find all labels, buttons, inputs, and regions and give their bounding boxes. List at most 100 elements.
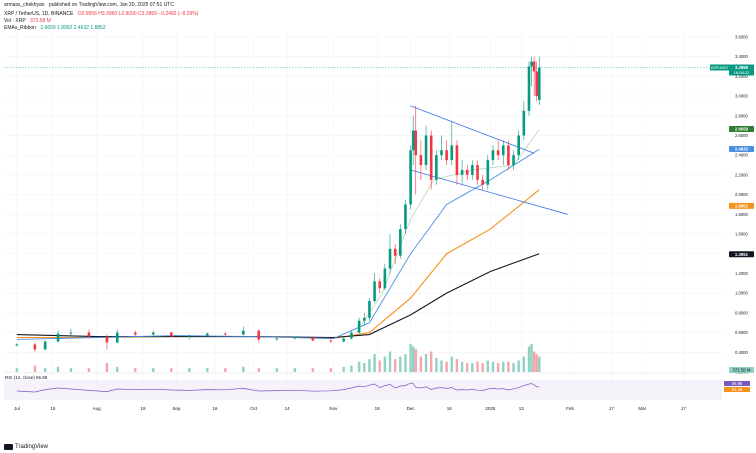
current-price-tag (729, 64, 754, 76)
volume-bar (206, 368, 209, 372)
volume-bar (466, 363, 469, 372)
volume-bar (152, 368, 155, 372)
candle-body (115, 332, 119, 343)
candle-body (43, 341, 47, 350)
publish-header: armass_chekhyan published on TradingView… (4, 2, 174, 9)
volume-legend[interactable]: Vol · XRP 372.58 M (4, 18, 51, 25)
volume-bar (33, 365, 37, 372)
ema-green-label: 2.6659 (735, 127, 749, 132)
volume-bar (522, 356, 526, 372)
candle-body (105, 336, 109, 343)
candle-body (450, 145, 454, 161)
candle-body (440, 150, 443, 156)
volume-bar (342, 366, 345, 372)
volume-bar (445, 361, 448, 372)
candle-body (357, 320, 361, 333)
time-tick-label: Nov (329, 406, 338, 411)
volume-bar (409, 343, 412, 372)
ema-orange-tag (729, 202, 754, 209)
candle-body (530, 61, 533, 67)
price-tick-label: 2.8000 (735, 113, 748, 118)
candle-body (293, 337, 297, 339)
rsi-value-label: 66.98 (732, 381, 743, 386)
volume-bar (224, 368, 227, 372)
volume-bar (170, 368, 173, 372)
volume-bar (275, 368, 278, 372)
volume-bar (134, 368, 137, 372)
volume-bar (363, 363, 366, 372)
candle-body (507, 145, 510, 166)
time-axis[interactable]: Jul 15 Aug 19 Sep 16 Oct 14 Nov 18 Dec 16 2025 13 Feb 1… (14, 406, 686, 411)
volume-tag-label: 372.58 M (733, 368, 751, 373)
volume-bar (411, 346, 415, 372)
volume-bar (69, 368, 73, 372)
candle-body (465, 169, 469, 175)
candle-body (378, 281, 382, 289)
candle-body (373, 281, 376, 302)
candle-body (512, 155, 515, 166)
candle-body (224, 333, 227, 335)
symbol-legend[interactable]: XRP / TetherUS, 1D, BINANCE O2.9556 H3.3… (4, 11, 198, 18)
candle-body (257, 330, 261, 340)
ema-orange-label: 1.8852 (735, 204, 749, 209)
time-tick-label: 16 (447, 406, 453, 411)
volume-bar (517, 360, 520, 372)
time-tick-label: Jul (14, 406, 20, 411)
candle-body (460, 169, 464, 175)
candle-body (350, 332, 353, 339)
volume-bar (429, 351, 433, 372)
candle-body (414, 130, 418, 156)
candle-body (455, 145, 459, 175)
candle-body (496, 150, 500, 156)
candle-body (33, 344, 37, 350)
ema-blue-label: 2.4632 (735, 147, 749, 152)
price-tick-label: 3.6000 (735, 34, 748, 39)
volume-bar (378, 360, 381, 372)
volume-bar (383, 356, 387, 372)
symbol-title: XRP / TetherUS, 1D, BINANCE (4, 11, 74, 17)
candle-body (411, 130, 415, 151)
candle-body (517, 135, 520, 156)
channel-upper (410, 105, 535, 154)
tradingview-icon (4, 444, 13, 450)
volume-bar (242, 366, 245, 372)
volume-bar (404, 354, 407, 372)
time-tick-label: 19 (140, 406, 146, 411)
volume-bar (538, 356, 541, 372)
time-tick-label: 13 (519, 406, 525, 411)
volume-bar (293, 368, 297, 372)
grid (4, 32, 722, 402)
volume-bar (188, 368, 191, 372)
author-name[interactable]: armass_chekhyan (4, 2, 45, 8)
rsi-band (4, 380, 722, 400)
candle-body (56, 333, 60, 342)
candle-body (522, 110, 526, 136)
price-tick-label: 3.4000 (735, 54, 748, 59)
ema-values: 2.6659 1.8992 2.4632 1.8852 (40, 25, 106, 31)
current-price-label: 3.2869 (735, 65, 749, 70)
volume-bar (435, 357, 438, 372)
volume-bar (116, 366, 119, 372)
candle-body (151, 332, 155, 335)
ema-orange-line (16, 189, 540, 340)
tradingview-logo: TradingView (4, 444, 48, 450)
volume-bar (486, 360, 490, 372)
volume-bar (424, 354, 428, 372)
volume-tag (729, 367, 754, 373)
ema-black-label: 1.3951 (735, 252, 749, 257)
time-tick-label: Oct (250, 406, 258, 411)
volume-bar (419, 356, 423, 372)
volume-bar (350, 365, 353, 372)
volume-bar (527, 346, 531, 372)
ema-green-tag (729, 125, 754, 132)
current-symbol-tag (710, 64, 729, 71)
ema-legend[interactable]: EMAs_Ribbon 2.6659 1.8992 2.4632 1.8852 (4, 25, 106, 32)
candle-body (69, 332, 73, 334)
price-tick-label: 2.4000 (735, 153, 748, 158)
volume-bar (43, 368, 47, 372)
time-tick-label: Mar (638, 406, 646, 411)
volume-bar (388, 351, 392, 372)
